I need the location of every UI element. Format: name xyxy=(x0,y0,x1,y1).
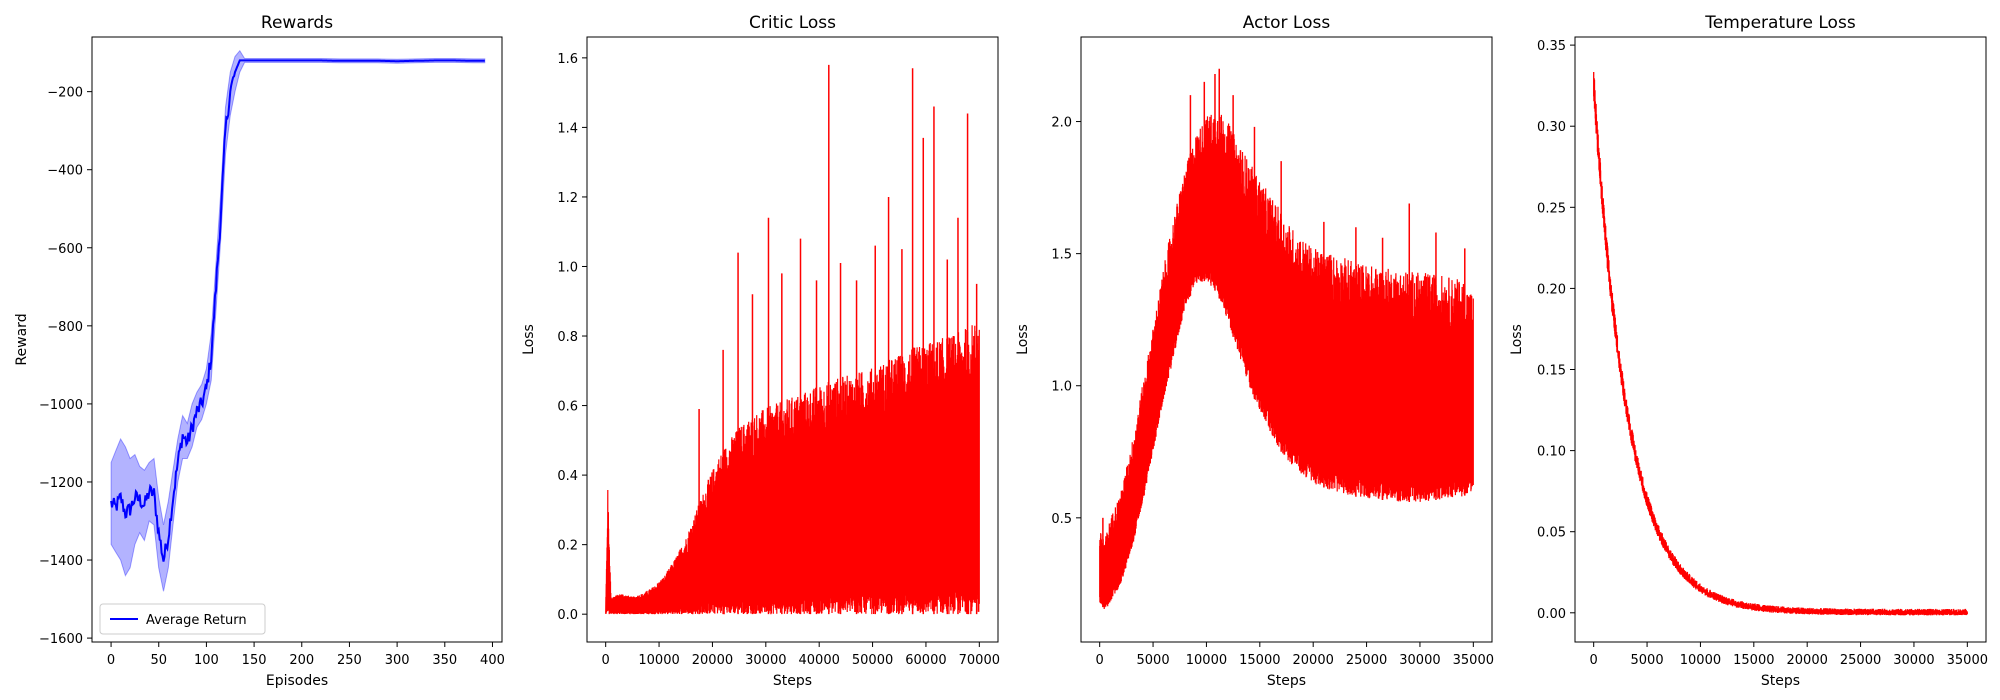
x-tick-label: 0 xyxy=(1590,653,1598,668)
x-tick-label: 5000 xyxy=(1631,653,1664,668)
axes-frame xyxy=(586,36,999,643)
x-tick-label: 0 xyxy=(602,653,610,668)
series-line-average-return xyxy=(110,59,485,562)
legend-box xyxy=(99,603,266,635)
y-tick-label: 0.8 xyxy=(557,330,578,345)
x-tick-label: 15000 xyxy=(1733,653,1774,668)
x-tick-label: 400 xyxy=(480,653,505,668)
plot-area xyxy=(1099,68,1474,610)
x-tick-label: 350 xyxy=(432,653,457,668)
x-tick-label: 35000 xyxy=(1453,653,1494,668)
x-tick-label: 100 xyxy=(194,653,219,668)
x-tick-label: 30000 xyxy=(1399,653,1440,668)
y-tick-label: −1600 xyxy=(39,632,83,647)
y-tick-label: 0.00 xyxy=(1537,607,1566,622)
x-tick-label: 150 xyxy=(242,653,267,668)
x-axis-label: Steps xyxy=(1761,673,1800,689)
x-tick-label: 50 xyxy=(150,653,167,668)
std-band xyxy=(110,49,486,592)
x-tick-label: 20000 xyxy=(692,653,733,668)
y-tick-label: 0.10 xyxy=(1537,445,1566,460)
y-tick-label: −400 xyxy=(47,164,83,179)
chart-panel-4: 0 5000 10000 15000 20000 25000 30000 35000 0.00 0… xyxy=(1509,13,1988,689)
x-tick-label: 70000 xyxy=(959,653,1000,668)
y-tick-label: −1400 xyxy=(39,554,83,569)
series-line-loss xyxy=(1593,72,1968,616)
series-line-loss xyxy=(1099,114,1474,610)
chart-title: Temperature Loss xyxy=(1704,13,1856,33)
axes-frame xyxy=(1574,36,1987,643)
x-axis-label: Episodes xyxy=(266,673,328,689)
y-tick-label: −200 xyxy=(47,86,83,101)
x-tick-label: 200 xyxy=(289,653,314,668)
x-tick-label: 30000 xyxy=(1893,653,1934,668)
y-axis-label: Loss xyxy=(1509,324,1525,355)
plot-area xyxy=(605,64,980,615)
x-tick-label: 20000 xyxy=(1293,653,1334,668)
x-tick-label: 10000 xyxy=(638,653,679,668)
y-tick-label: 0.5 xyxy=(1051,512,1072,527)
chart-panel-3: 0 5000 10000 15000 20000 25000 30000 35000 0.5 1.… xyxy=(1015,13,1494,689)
y-tick-label: −600 xyxy=(47,242,83,257)
y-tick-label: −800 xyxy=(47,320,83,335)
series-line-loss xyxy=(605,325,980,615)
y-tick-label: 0.20 xyxy=(1537,282,1566,297)
chart-title: Actor Loss xyxy=(1243,13,1331,33)
y-tick-label: 0.30 xyxy=(1537,120,1566,135)
legend: Average Return xyxy=(99,603,266,635)
x-tick-label: 20000 xyxy=(1787,653,1828,668)
y-axis-label: Reward xyxy=(14,313,30,365)
x-tick-label: 0 xyxy=(1096,653,1104,668)
x-tick-label: 10000 xyxy=(1680,653,1721,668)
plot-area xyxy=(1593,72,1968,616)
y-tick-label: 0.0 xyxy=(557,608,578,623)
chart-title: Critic Loss xyxy=(749,13,836,33)
x-tick-label: 300 xyxy=(385,653,410,668)
y-axis-label: Loss xyxy=(521,324,537,355)
y-tick-label: 1.6 xyxy=(557,52,578,67)
y-tick-label: 1.0 xyxy=(557,260,578,275)
x-tick-label: 5000 xyxy=(1137,653,1170,668)
y-tick-label: 0.15 xyxy=(1537,364,1566,379)
y-tick-label: 0.35 xyxy=(1537,39,1566,54)
y-tick-label: 2.0 xyxy=(1051,116,1072,131)
axes-frame xyxy=(91,36,503,643)
x-tick-label: 10000 xyxy=(1186,653,1227,668)
x-tick-label: 25000 xyxy=(1346,653,1387,668)
x-tick-label: 250 xyxy=(337,653,362,668)
x-axis-label: Steps xyxy=(1267,673,1306,689)
y-tick-label: 1.0 xyxy=(1051,380,1072,395)
x-tick-label: 25000 xyxy=(1840,653,1881,668)
x-tick-label: 35000 xyxy=(1947,653,1988,668)
chart-title: Rewards xyxy=(261,13,333,33)
x-tick-label: 40000 xyxy=(799,653,840,668)
chart-panel-1: 0 50 100 150 200 250 300 350 400 −1600 −1400 −1200 −… xyxy=(14,13,505,689)
y-tick-label: 1.5 xyxy=(1051,248,1072,263)
y-axis-label: Loss xyxy=(1015,324,1031,355)
x-axis-label: Steps xyxy=(773,673,812,689)
y-tick-label: 0.6 xyxy=(557,400,578,415)
y-tick-label: 1.2 xyxy=(557,191,578,206)
x-tick-label: 15000 xyxy=(1239,653,1280,668)
axes-frame xyxy=(1080,36,1493,643)
y-tick-label: 1.4 xyxy=(557,121,578,136)
y-tick-label: −1200 xyxy=(39,476,83,491)
x-tick-label: 60000 xyxy=(905,653,946,668)
y-tick-label: −1000 xyxy=(39,398,83,413)
y-tick-label: 0.4 xyxy=(557,469,578,484)
x-tick-label: 30000 xyxy=(745,653,786,668)
chart-panel-2: 0 10000 20000 30000 40000 50000 60000 70000 0.0 0… xyxy=(521,13,1000,689)
plot-area xyxy=(110,49,486,592)
x-tick-label: 50000 xyxy=(852,653,893,668)
x-tick-label: 0 xyxy=(107,653,115,668)
y-tick-label: 0.25 xyxy=(1537,201,1566,216)
legend-label: Average Return xyxy=(146,613,247,628)
y-tick-label: 0.05 xyxy=(1537,526,1566,541)
y-tick-label: 0.2 xyxy=(557,539,578,554)
